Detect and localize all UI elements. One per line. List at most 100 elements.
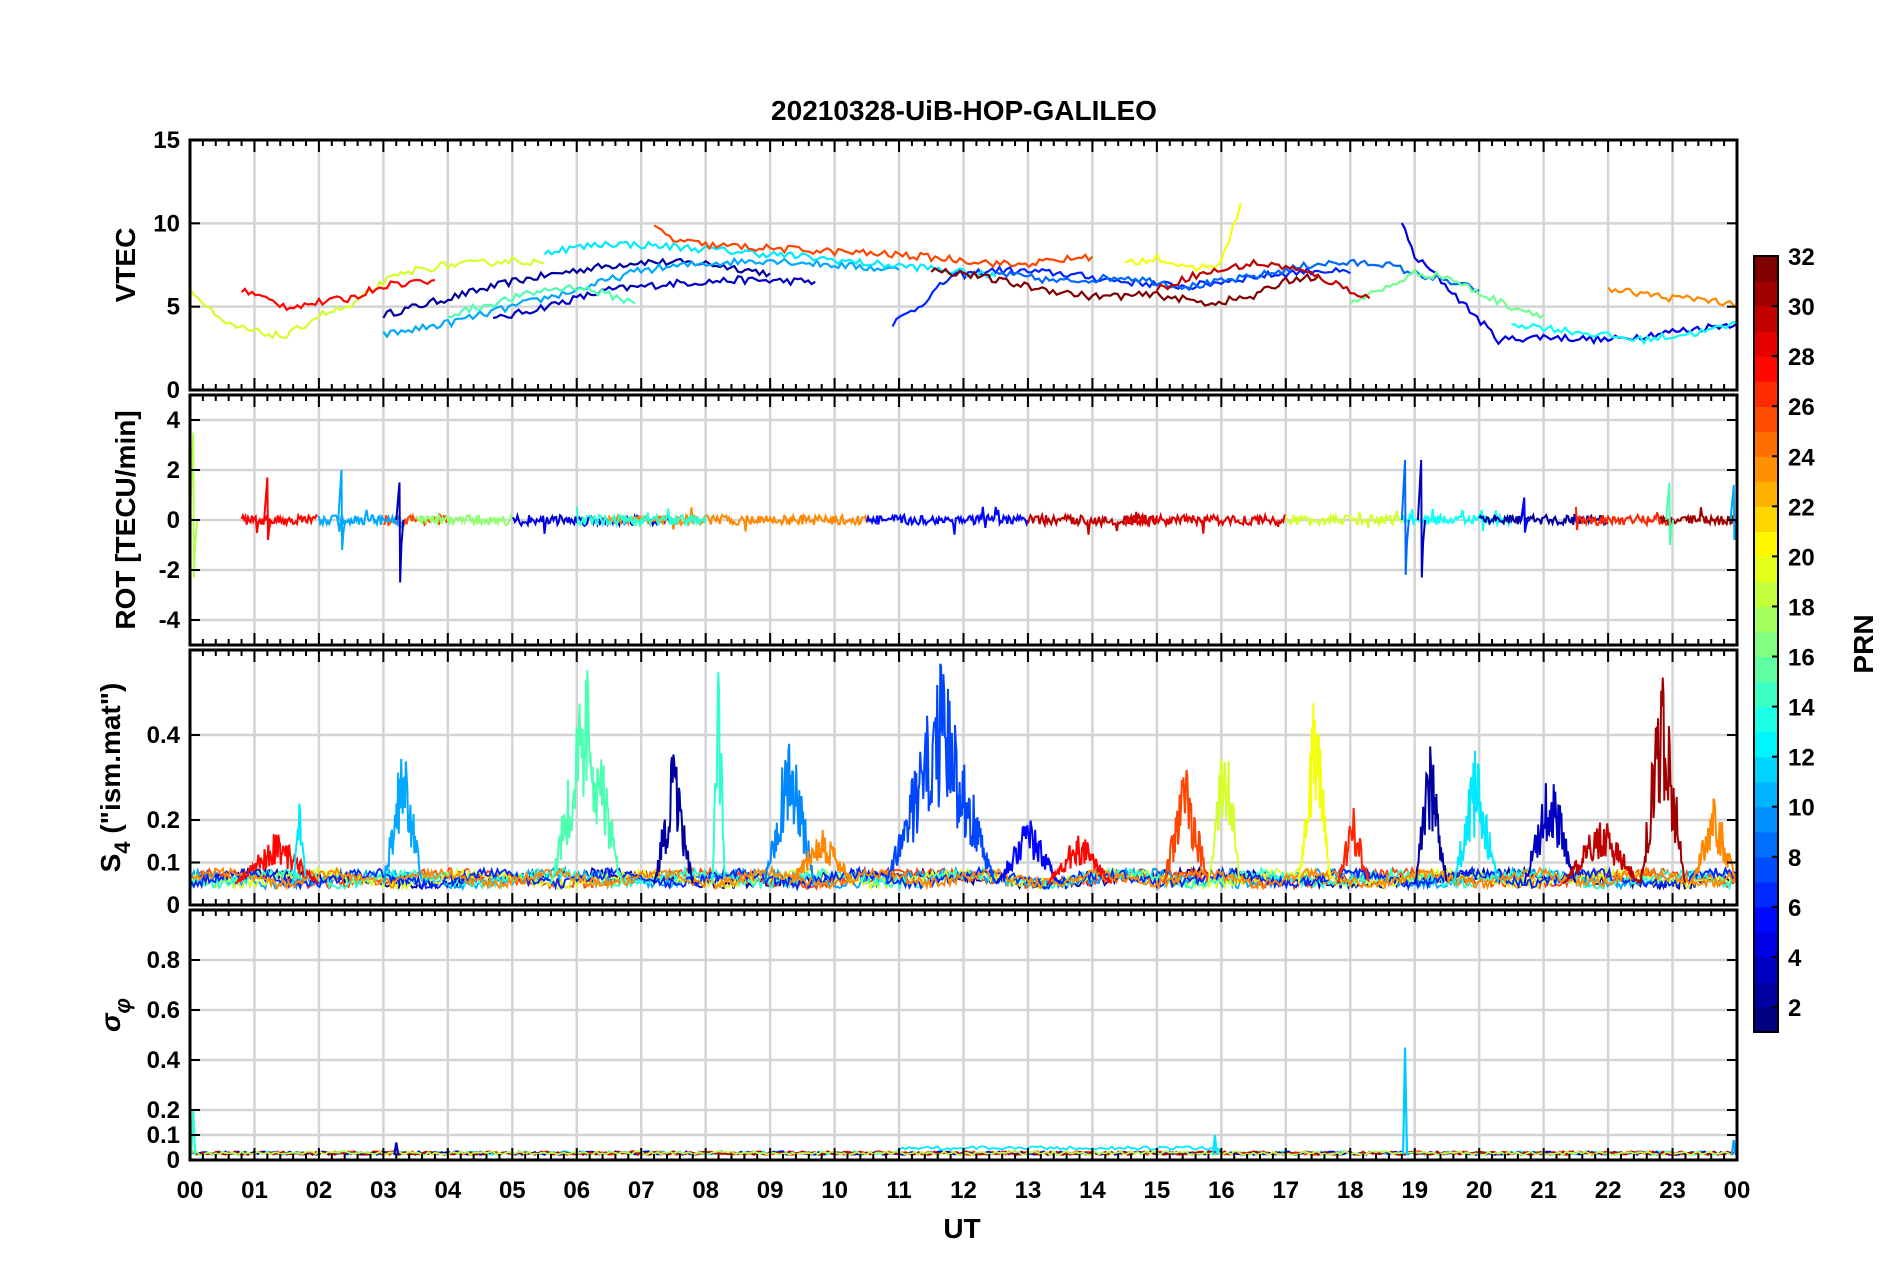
colorbar-swatch	[1754, 706, 1778, 733]
x-tick-label: 11	[886, 1177, 911, 1204]
series-line-prn-24	[1607, 286, 1737, 308]
colorbar-tick-label: 10	[1788, 795, 1815, 822]
s4-burst-prn-31	[1639, 677, 1687, 884]
y-axis-label: ROT [TECU/min]	[110, 410, 141, 629]
series-line-prn-32	[930, 266, 1319, 307]
y-tick-label: 4	[167, 407, 181, 434]
s4-burst-prn-24	[788, 829, 855, 885]
y-tick-label: 0.2	[147, 1097, 180, 1124]
colorbar-tick-label: 12	[1788, 745, 1815, 772]
s4-burst-prn-2	[1413, 746, 1448, 884]
series-line-prn-15	[447, 283, 636, 319]
colorbar-swatch	[1754, 806, 1778, 833]
y-tick-label: 0.6	[147, 997, 180, 1024]
rot-trace-prn-10	[317, 509, 403, 532]
x-tick-label: 19	[1401, 1177, 1428, 1204]
colorbar-tick-label: 22	[1788, 494, 1815, 521]
colorbar-label: PRN	[1848, 614, 1879, 673]
x-tick-label: 17	[1272, 1177, 1299, 1204]
x-tick-label: 06	[563, 1177, 590, 1204]
rot-trace-prn-19	[1284, 510, 1403, 529]
rot-spike-prn-8	[1400, 459, 1410, 576]
y-tick-label: 0	[167, 377, 180, 404]
colorbar-tick-label: 6	[1788, 895, 1801, 922]
s4-burst-prn-3	[1523, 783, 1577, 885]
s4-burst-prn-10	[382, 758, 423, 884]
colorbar-swatch	[1754, 606, 1778, 633]
x-tick-label: 13	[1015, 1177, 1042, 1204]
colorbar-swatch	[1754, 556, 1778, 583]
y-tick-label: -2	[159, 557, 180, 584]
x-tick-label: 12	[950, 1177, 977, 1204]
colorbar-swatch	[1754, 881, 1778, 908]
x-tick-label: 15	[1144, 1177, 1171, 1204]
panel-3: 0 0.1 0.2 0.4 S4 ("ism.mat")	[95, 648, 1739, 919]
colorbar-swatch	[1754, 531, 1778, 557]
x-tick-label: 00	[177, 1177, 204, 1204]
y-tick-label: 5	[167, 294, 180, 321]
rot-trace-prn-28	[240, 512, 318, 534]
colorbar-swatch	[1754, 581, 1778, 608]
rot-trace-prn-27	[1574, 506, 1674, 531]
y-tick-label: 0.4	[147, 722, 181, 749]
y-axis-label: σφ	[95, 998, 135, 1032]
colorbar-tick-label: 4	[1788, 945, 1802, 972]
x-tick-label: 21	[1530, 1177, 1557, 1204]
colorbar-tick-label: 14	[1788, 695, 1815, 722]
s4-burst-prn-30	[1562, 822, 1641, 885]
colorbar-tick-label: 20	[1788, 544, 1815, 571]
y-axis-label: S4 ("ism.mat")	[95, 683, 135, 873]
s4-baseline-prn-24	[190, 864, 1736, 892]
x-tick-label: 04	[434, 1177, 461, 1204]
colorbar-swatch	[1754, 406, 1778, 432]
colorbar-swatch	[1754, 781, 1778, 808]
colorbar-swatch	[1754, 306, 1778, 332]
x-tick-label: 09	[757, 1177, 784, 1204]
colorbar-swatch	[1754, 631, 1778, 658]
s4-burst-prn-28	[1046, 835, 1113, 885]
y-tick-label: 10	[153, 210, 180, 237]
x-tick-label: 03	[370, 1177, 397, 1204]
colorbar-frame	[1753, 255, 1779, 1033]
sigma-spike-prn-3	[393, 1142, 400, 1156]
s4-burst-prn-27	[1336, 807, 1371, 885]
panel-data	[190, 203, 1737, 346]
y-tick-label: 0	[167, 1147, 180, 1174]
panel-data	[190, 432, 1737, 583]
colorbar-swatch	[1754, 756, 1778, 783]
rot-spike-prn-5	[1520, 497, 1530, 533]
x-tick-label: 05	[499, 1177, 526, 1204]
sigma-spike-prn-11	[1402, 1047, 1409, 1156]
s4-burst-prn-9	[762, 743, 816, 885]
colorbar-swatch	[1754, 506, 1778, 532]
rot-spike-prn-18	[190, 432, 199, 578]
colorbar-swatch	[1754, 906, 1778, 933]
rot-spike-prn-3	[1416, 459, 1427, 578]
x-axis: 00 01 02 03 04 05 06 07 08 09 10 11 12 13 14 15 16 17 18 19…	[177, 1177, 1751, 1204]
series-line-prn-13	[1511, 320, 1737, 346]
series-line-prn-30	[1155, 258, 1371, 300]
x-tick-label: 07	[628, 1177, 655, 1204]
x-tick-label: 10	[821, 1177, 848, 1204]
rot-trace-prn-17	[414, 512, 514, 528]
y-tick-label: 0	[167, 892, 180, 919]
colorbar-swatch	[1754, 831, 1778, 858]
x-tick-label: 01	[241, 1177, 268, 1204]
rot-spike-prn-10	[337, 469, 347, 551]
s4-burst-prn-19	[1207, 758, 1242, 884]
colorbar-tick-label: 16	[1788, 645, 1815, 672]
x-tick-label: 18	[1337, 1177, 1364, 1204]
s4-burst-prn-26	[1162, 769, 1210, 885]
x-tick-label: 08	[692, 1177, 719, 1204]
series-line-prn-20	[1124, 203, 1242, 273]
colorbar-swatch	[1754, 981, 1778, 1008]
s4-burst-prn-24	[1690, 798, 1737, 885]
colorbar-tick-label: 28	[1788, 344, 1815, 371]
s4-burst-prn-2	[653, 754, 694, 884]
colorbar-swatch	[1754, 681, 1778, 708]
series-line-prn-12	[543, 240, 997, 280]
y-tick-label: 15	[153, 127, 180, 154]
s4-burst-prn-20	[1297, 703, 1332, 884]
series-line-prn-6	[891, 264, 1351, 327]
